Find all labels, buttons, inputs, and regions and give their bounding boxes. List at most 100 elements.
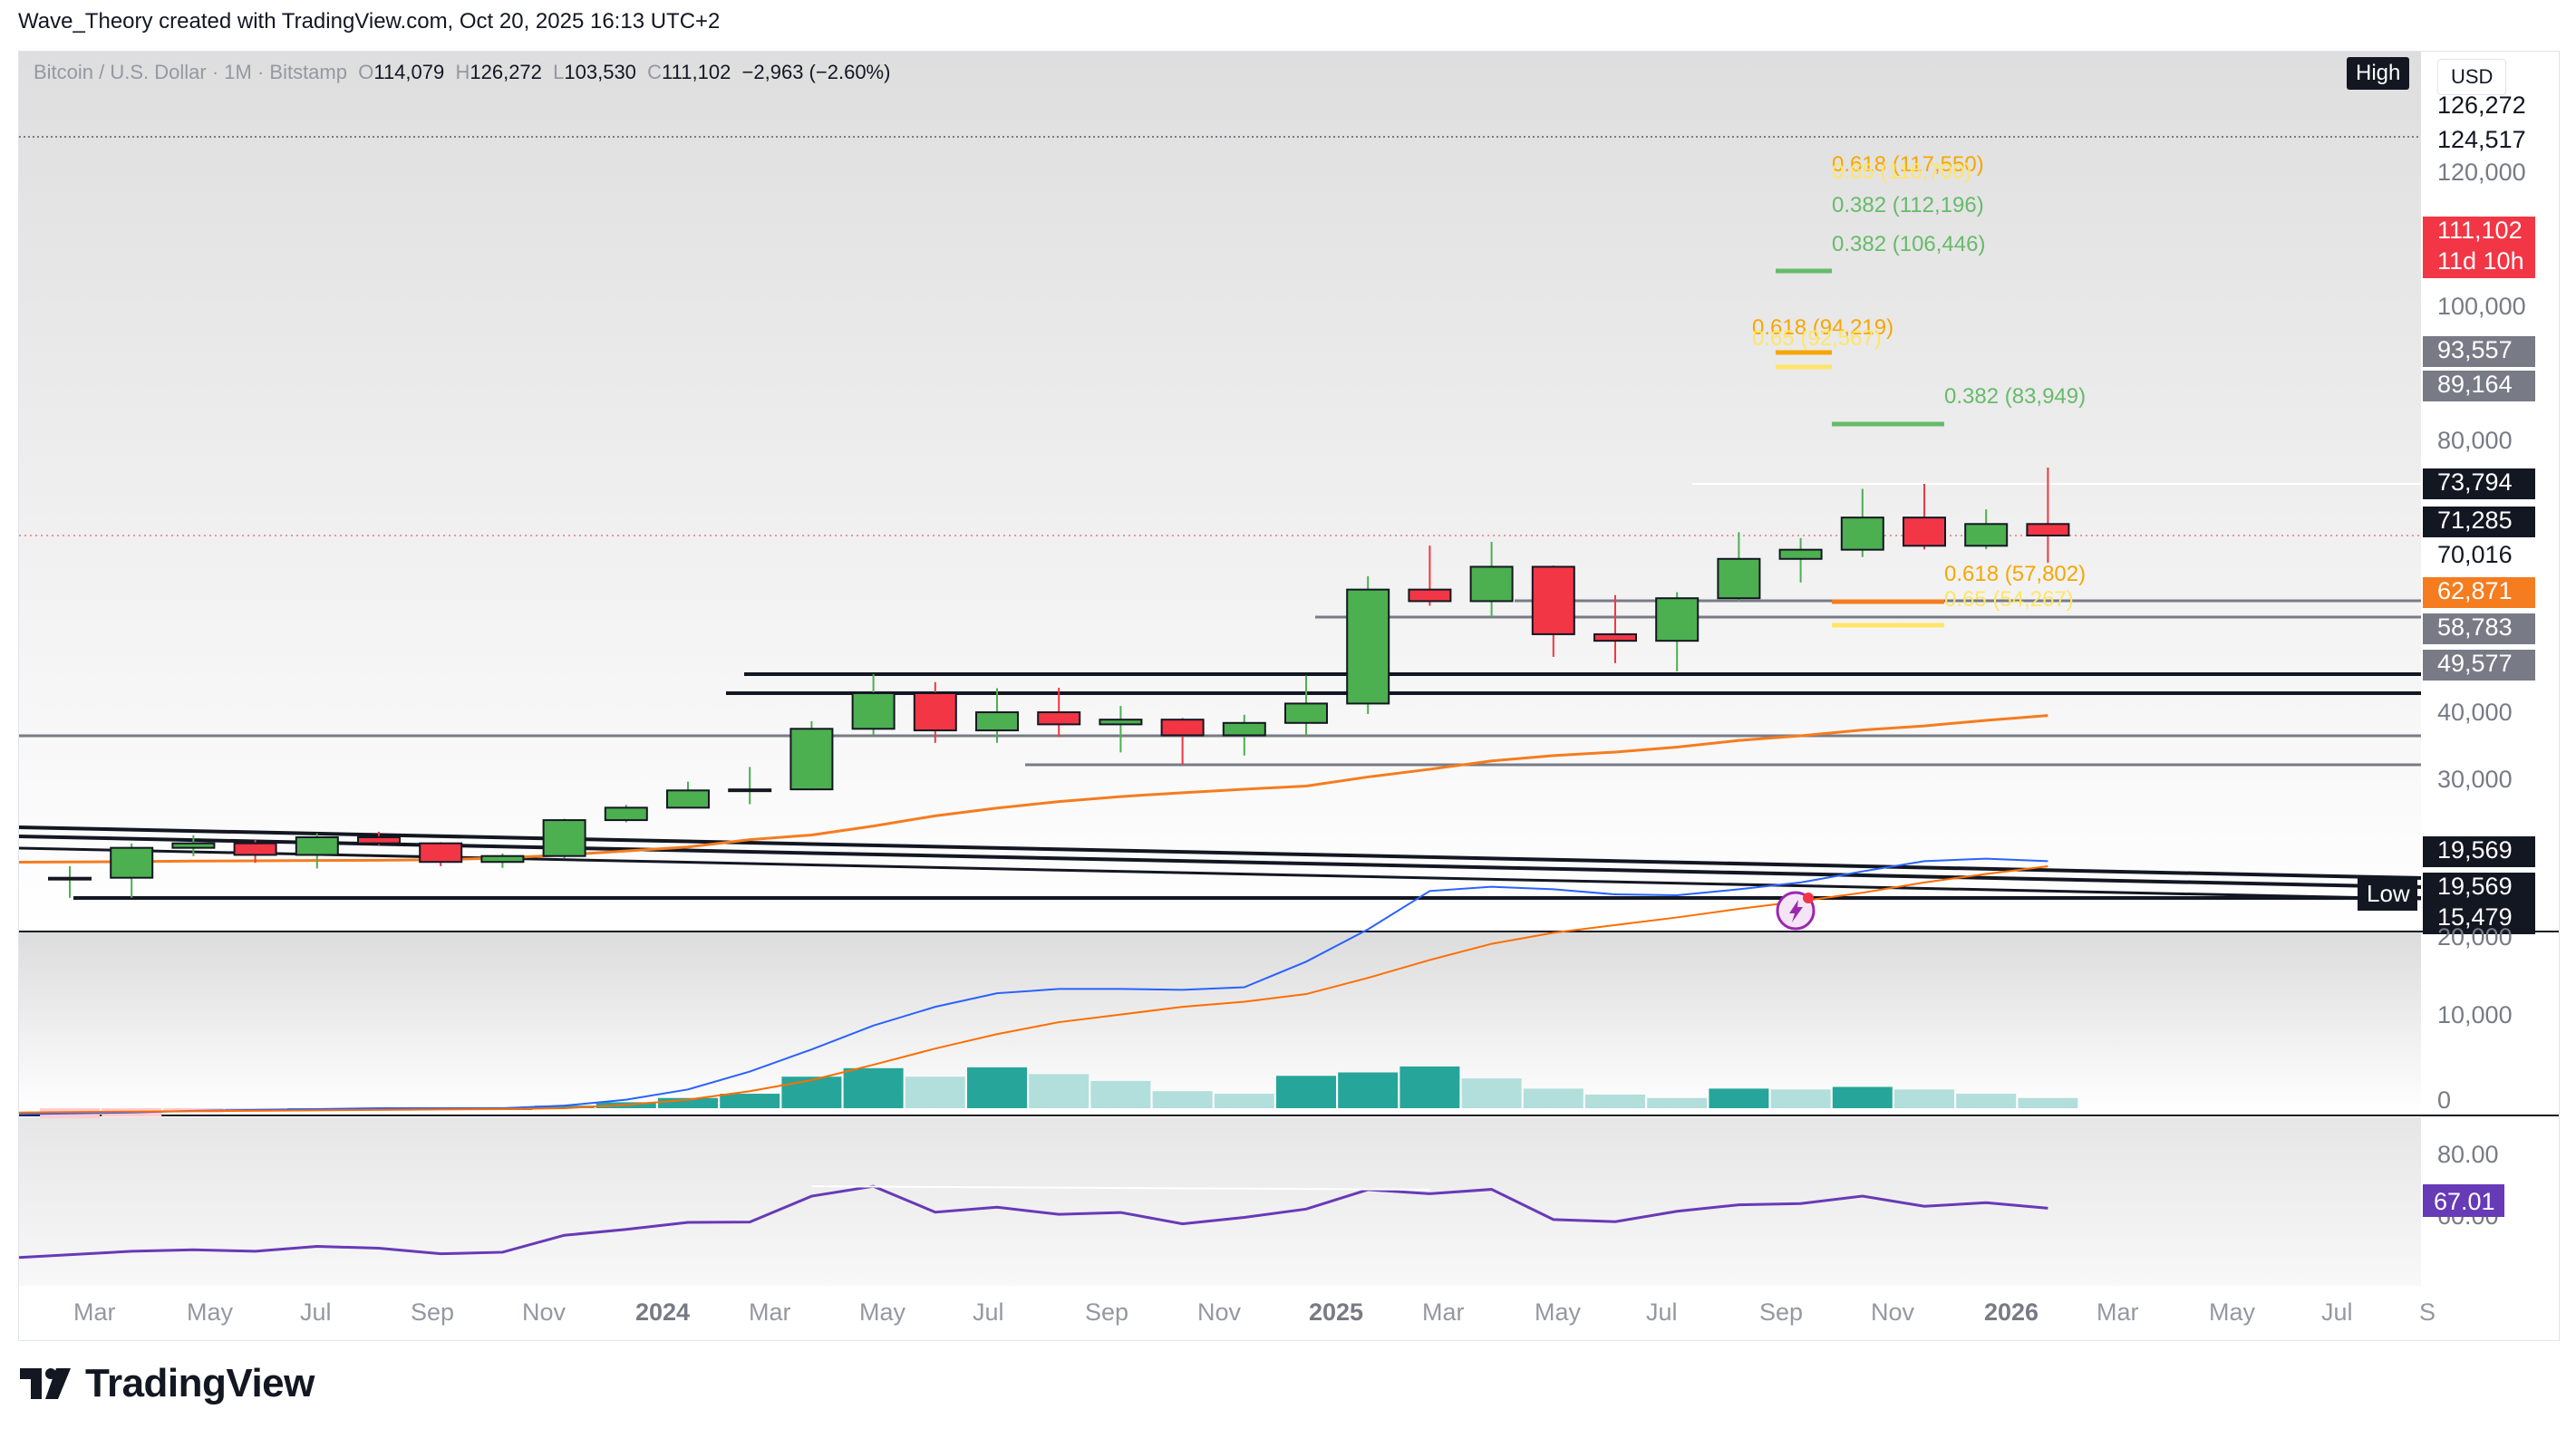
macd-histogram-bar (843, 1067, 904, 1108)
candle[interactable] (1778, 548, 1823, 560)
candle[interactable] (542, 819, 586, 857)
macd-axis-label: 0 (2437, 1086, 2451, 1114)
macd-histogram-bar (967, 1067, 1027, 1108)
candle[interactable] (1840, 516, 1884, 551)
x-axis-label: Nov (522, 1298, 567, 1326)
open-value: 114,079 (373, 61, 445, 83)
fib-label: 0.65 (54,267) (1944, 587, 2074, 612)
price-tag-bg (2423, 650, 2535, 681)
candle[interactable] (1531, 565, 1575, 635)
price-tag-bg (2423, 613, 2535, 644)
candle[interactable] (295, 835, 339, 856)
symbol-legend: Bitcoin / U.S. Dollar · 1M · Bitstamp O1… (34, 61, 890, 84)
open-label: O (358, 61, 374, 83)
candle[interactable] (851, 692, 896, 730)
high-label: H (455, 61, 470, 83)
candle[interactable] (1717, 557, 1761, 600)
candle[interactable] (1903, 516, 1946, 547)
macd-histogram-bar (1709, 1088, 1769, 1108)
price-tag-bg (2423, 126, 2535, 157)
macd-axis-label: 10,000 (2437, 1001, 2513, 1028)
candle[interactable] (357, 835, 401, 845)
candle[interactable] (1964, 523, 2009, 547)
macd-histogram-bar (1338, 1072, 1399, 1108)
high-button[interactable]: High (2347, 57, 2410, 90)
macd-histogram-bar (1894, 1089, 1954, 1108)
rsi-value-tag: 67.01 (2434, 1188, 2495, 1215)
candle[interactable] (1346, 588, 1390, 705)
macd-histogram-bar (1461, 1078, 1522, 1108)
price-tag-bg (2423, 541, 2535, 572)
x-axis-label: May (1535, 1298, 1582, 1326)
macd-histogram-bar (1523, 1088, 1583, 1108)
candle[interactable] (728, 788, 772, 793)
candle[interactable] (233, 842, 277, 856)
price-tag-bg (2423, 577, 2535, 608)
x-axis-label: Sep (1085, 1298, 1128, 1326)
candle[interactable] (1037, 711, 1081, 726)
close-value: 111,102 (662, 61, 731, 83)
price-axis-label: 62,871 (2437, 577, 2513, 604)
macd-histogram-bar (1832, 1086, 1893, 1108)
candle[interactable] (1284, 702, 1328, 724)
low-value: 103,530 (564, 61, 636, 83)
price-tag-bg (2423, 903, 2535, 934)
candle[interactable] (913, 692, 957, 732)
candle[interactable] (789, 728, 834, 791)
x-axis-label: 2024 (635, 1298, 690, 1326)
candle[interactable] (2026, 523, 2070, 537)
price-axis-label: 30,000 (2437, 766, 2513, 793)
price-axis-label: 70,016 (2437, 541, 2513, 568)
x-axis-label: S (2419, 1298, 2436, 1326)
candle[interactable] (1469, 565, 1514, 603)
macd-histogram-bar (1647, 1097, 1708, 1108)
price-axis-label: 100,000 (2437, 293, 2526, 320)
macd-histogram-bar (1956, 1094, 2017, 1108)
lightning-icon[interactable] (1776, 891, 1816, 931)
x-axis-label: Mar (73, 1298, 116, 1326)
price-axis-label: 58,783 (2437, 613, 2513, 641)
candle[interactable] (1222, 721, 1266, 737)
chart-panel[interactable]: 0.618 (117,550) 0.65 (116,700) 0.382 (112,… (18, 51, 2560, 1341)
price-tag-bg (2423, 873, 2535, 903)
macd-histogram-bar (534, 1105, 595, 1108)
low-tag-bg (2358, 876, 2417, 911)
macd-histogram-bar (1770, 1089, 1831, 1108)
close-label: C (647, 61, 663, 83)
tradingview-logo[interactable]: TradingView (20, 1361, 315, 1406)
candle[interactable] (110, 846, 154, 879)
currency-button[interactable]: USD (2437, 59, 2507, 95)
macd-histogram-bar (781, 1076, 842, 1108)
candle[interactable] (171, 842, 216, 849)
x-axis-label: Jul (973, 1298, 1004, 1326)
x-axis-label: Mar (749, 1298, 791, 1326)
candle[interactable] (1593, 632, 1637, 642)
moving-average-line (19, 714, 2048, 864)
x-axis-label: Sep (1759, 1298, 1803, 1326)
candle[interactable] (1655, 597, 1700, 642)
candle[interactable] (480, 854, 525, 864)
candle[interactable] (48, 876, 92, 881)
candle[interactable] (1408, 588, 1452, 603)
chart-svg[interactable]: 0.618 (117,550)0.65 (116,700) 0.382 (112,… (19, 52, 2559, 1340)
price-tag-bg (2423, 836, 2535, 867)
candle[interactable] (975, 711, 1019, 732)
rsi-value-tag-bg (2423, 1184, 2504, 1217)
candle[interactable] (1160, 719, 1205, 737)
symbol-name: Bitcoin / U.S. Dollar · 1M · Bitstamp (34, 61, 347, 83)
macd-histogram-bar (2018, 1097, 2078, 1108)
candle[interactable] (666, 789, 710, 809)
price-tag-bg (2423, 336, 2535, 367)
candle[interactable] (1099, 719, 1143, 726)
fib-label: 0.618 (117,550) (1832, 152, 1984, 177)
x-axis-label: May (2209, 1298, 2256, 1326)
candle[interactable] (419, 842, 463, 864)
price-tag-bg (2423, 507, 2535, 537)
fib-label: 0.382 (106,446) (1832, 232, 1985, 256)
candle[interactable] (604, 806, 648, 822)
fib-label: 0.382 (83,949) (1944, 384, 2086, 409)
price-axis-label: 49,577 (2437, 650, 2513, 677)
fib-label: 0.382 (112,196) (1832, 193, 1984, 217)
price-axis-label: 73,794 (2437, 468, 2513, 496)
price-tag-bg (2423, 217, 2535, 247)
